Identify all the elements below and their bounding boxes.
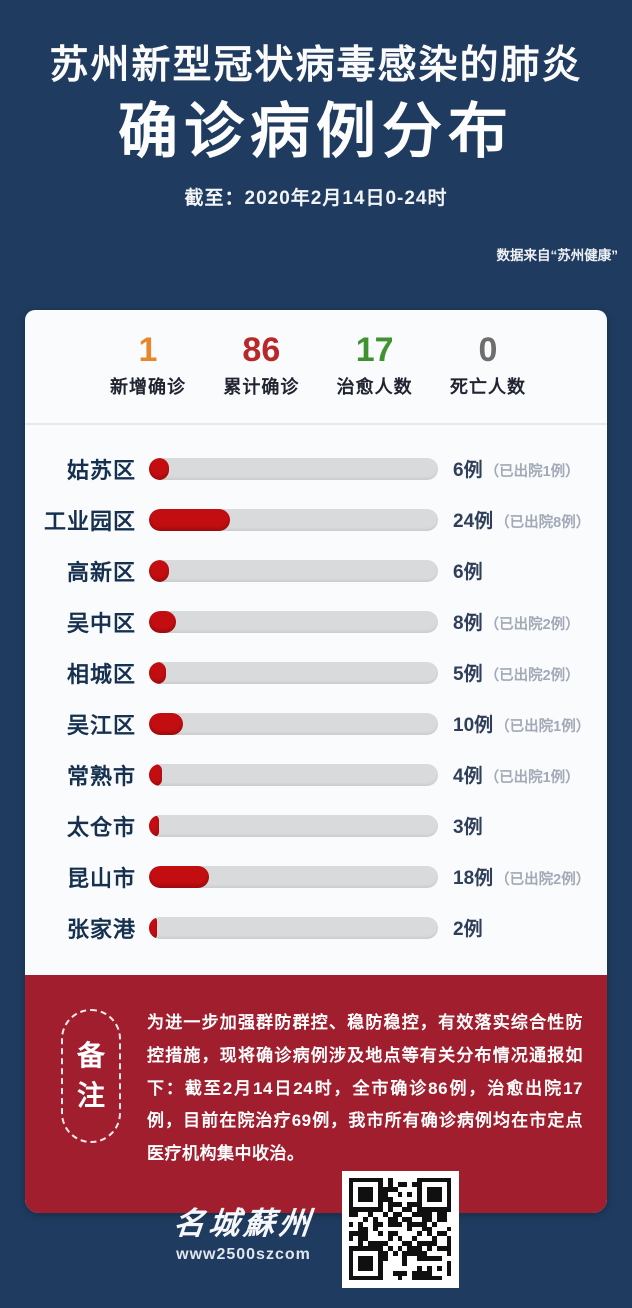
district-row: 吴中区 8例 （已出院2例） (25, 596, 607, 647)
case-count-label: 18例 (453, 868, 494, 890)
case-count: 4例 （已出院1例） (453, 761, 580, 788)
bar-track (149, 610, 438, 633)
note-text: 为进一步加强群防群控、稳防稳控，有效落实综合性防控措施，现将确诊病例涉及地点等有… (147, 1013, 583, 1163)
bar-fill (149, 916, 157, 939)
case-count: 6例 （已出院1例） (453, 455, 580, 482)
discharged-label: （已出院1例） (484, 770, 580, 787)
bar-fill (149, 814, 159, 837)
bar-fill (149, 508, 230, 531)
stat-item: 86 累计确诊 (220, 331, 302, 399)
stat-label: 死亡人数 (449, 377, 526, 398)
district-name: 昆山市 (66, 865, 136, 891)
case-count: 5例 （已出院2例） (453, 659, 580, 686)
bar-track (149, 661, 438, 684)
stat-value: 17 (355, 331, 394, 369)
qr-code-icon (341, 1170, 459, 1288)
district-row: 张家港 2例 (25, 902, 607, 953)
discharged-label: （已出院2例） (484, 668, 580, 685)
case-count: 10例 （已出院1例） (453, 710, 590, 737)
district-row: 相城区 5例 （已出院2例） (25, 647, 607, 698)
bar-track (149, 865, 438, 888)
case-count-label: 4例 (453, 766, 483, 788)
note-section: 备 注 为进一步加强群防群控、稳防稳控，有效落实综合性防控措施，现将确诊病例涉及… (25, 975, 607, 1213)
footer: 名城蘇州 www2500szcom (0, 1150, 632, 1308)
district-bar-chart: 姑苏区 6例 （已出院1例） 工业园区 24例 （已出院8例） 高新区 6例 吴中区 (25, 431, 607, 975)
case-count-label: 24例 (453, 511, 494, 533)
bar-track (149, 814, 438, 837)
stat-item: 1 新增确诊 (107, 331, 189, 399)
discharged-label: （已出院8例） (495, 515, 591, 532)
discharged-label: （已出院1例） (495, 719, 591, 736)
district-name: 吴中区 (66, 610, 136, 636)
district-name: 高新区 (66, 559, 136, 585)
stat-label: 累计确诊 (223, 377, 300, 398)
bar-track (149, 763, 438, 786)
district-name: 张家港 (66, 916, 136, 942)
bar-fill (149, 865, 209, 888)
stat-value: 1 (138, 331, 158, 369)
district-name: 太仓市 (66, 814, 136, 840)
district-row: 昆山市 18例 （已出院2例） (25, 851, 607, 902)
stat-item: 17 治愈人数 (334, 331, 416, 399)
district-row: 工业园区 24例 （已出院8例） (25, 494, 607, 545)
bar-track (149, 712, 438, 735)
case-count-label: 3例 (453, 817, 483, 839)
note-badge-char-top: 备 (76, 1040, 105, 1072)
case-count: 3例 (453, 812, 485, 839)
note-badge: 备 注 (61, 1009, 121, 1144)
case-count-label: 5例 (453, 664, 483, 686)
district-name: 吴江区 (66, 712, 136, 738)
district-row: 姑苏区 6例 （已出院1例） (25, 443, 607, 494)
stats-card: 1 新增确诊 86 累计确诊 17 治愈人数 0 死亡人数 姑苏区 6例 （已出院… (25, 310, 607, 1213)
district-row: 吴江区 10例 （已出院1例） (25, 698, 607, 749)
district-row: 常熟市 4例 （已出院1例） (25, 749, 607, 800)
case-count-label: 2例 (453, 919, 483, 941)
bar-fill (149, 712, 183, 735)
bar-track (149, 457, 438, 480)
stat-item: 0 死亡人数 (447, 331, 529, 399)
case-count: 18例 （已出院2例） (453, 863, 590, 890)
publisher-logo-text: 名城蘇州 (171, 1206, 316, 1241)
page-title-line2: 确诊病例分布 (118, 97, 514, 165)
publisher-logo: 名城蘇州 www2500szcom (171, 1198, 316, 1264)
case-count-label: 6例 (453, 460, 483, 482)
stat-value: 86 (242, 331, 281, 369)
bar-track (149, 508, 438, 531)
publisher-url: www2500szcom (176, 1246, 311, 1263)
bar-fill (149, 610, 176, 633)
case-count-label: 8例 (453, 613, 483, 635)
bar-fill (149, 559, 169, 582)
district-name: 常熟市 (66, 763, 136, 789)
case-count-label: 6例 (453, 562, 483, 584)
header: 苏州新型冠状病毒感染的肺炎 确诊病例分布 截至：2020年2月14日0-24时 … (0, 0, 632, 264)
district-name: 姑苏区 (66, 457, 136, 483)
data-source-credit: 数据来自“苏州健康” (496, 247, 619, 263)
case-count: 6例 (453, 557, 485, 584)
discharged-label: （已出院1例） (484, 464, 580, 481)
district-row: 高新区 6例 (25, 545, 607, 596)
case-count: 8例 （已出院2例） (453, 608, 580, 635)
discharged-label: （已出院2例） (484, 617, 580, 634)
district-name: 相城区 (66, 661, 136, 687)
bar-fill (149, 457, 169, 480)
summary-stats-row: 1 新增确诊 86 累计确诊 17 治愈人数 0 死亡人数 (25, 310, 607, 415)
stat-value: 0 (478, 331, 498, 369)
case-count-label: 10例 (453, 715, 494, 737)
discharged-label: （已出院2例） (495, 872, 591, 889)
case-count: 24例 （已出院8例） (453, 506, 590, 533)
case-count: 2例 (453, 914, 485, 941)
bar-fill (149, 661, 166, 684)
bar-track (149, 916, 438, 939)
bar-track (149, 559, 438, 582)
as-of-date: 截至：2020年2月14日0-24时 (184, 187, 448, 209)
note-badge-char-bottom: 注 (76, 1080, 105, 1112)
bar-fill (149, 763, 162, 786)
district-row: 太仓市 3例 (25, 800, 607, 851)
divider (25, 423, 607, 426)
district-name: 工业园区 (43, 508, 136, 534)
stat-label: 治愈人数 (336, 377, 413, 398)
page-title-line1: 苏州新型冠状病毒感染的肺炎 (49, 44, 583, 87)
stat-label: 新增确诊 (110, 377, 186, 398)
